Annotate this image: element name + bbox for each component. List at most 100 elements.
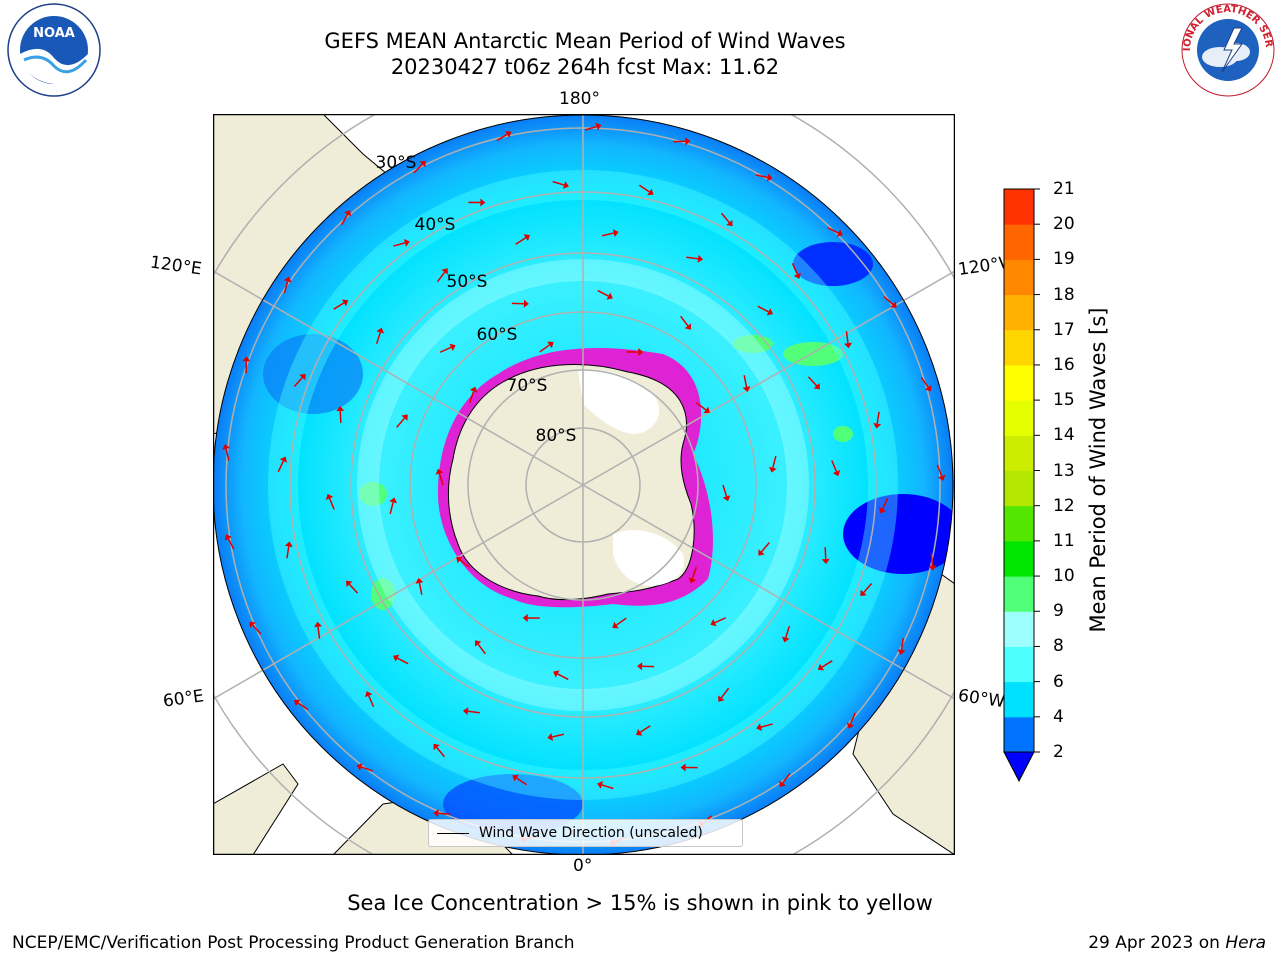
wave-direction-arrow xyxy=(930,553,934,566)
wave-direction-arrowhead xyxy=(924,384,932,392)
wave-direction-arrowhead xyxy=(937,474,946,481)
wave-direction-arrowhead xyxy=(813,382,820,390)
wave-direction-arrow xyxy=(496,133,508,142)
wave-direction-arrowhead xyxy=(766,308,773,316)
wave-direction-arrowhead xyxy=(365,691,373,698)
date-line: 29 Apr 2023 on Hera xyxy=(1088,933,1266,953)
wave-direction-arrowhead xyxy=(768,466,777,473)
colorbar-tick-label: 8 xyxy=(1053,636,1064,657)
wave-direction-arrowhead xyxy=(293,699,301,707)
legend-label: Wind Wave Direction (unscaled) xyxy=(479,825,703,841)
wave-direction-arrowhead xyxy=(832,470,841,477)
wave-direction-arrowhead xyxy=(779,780,786,788)
wave-direction-arrowhead xyxy=(878,507,887,514)
wave-direction-arrowhead xyxy=(344,209,352,217)
wave-direction-arrow xyxy=(638,184,650,193)
wave-direction-arrow xyxy=(760,723,773,728)
wave-direction-arrow xyxy=(348,583,359,594)
wave-direction-arrow xyxy=(418,582,423,595)
wave-direction-arrow xyxy=(720,687,730,699)
wave-direction-arrow xyxy=(515,237,527,245)
wave-direction-arrow xyxy=(516,777,528,786)
colorbar-segment xyxy=(1004,294,1034,331)
lat-label-80s: 80°S xyxy=(536,426,577,446)
wave-direction-arrowhead xyxy=(279,456,288,463)
wave-direction-arrowhead xyxy=(722,495,731,502)
wave-direction-arrowhead xyxy=(553,670,560,678)
colorbar-tick-label: 16 xyxy=(1053,354,1075,375)
colorbar-segment xyxy=(1004,611,1034,647)
wave-direction-arrowhead xyxy=(346,580,353,588)
wave-direction-arrow xyxy=(827,227,839,234)
wave-direction-arrowhead xyxy=(637,662,643,671)
wave-direction-arrowhead xyxy=(766,173,773,182)
wave-direction-arrowhead xyxy=(480,198,486,207)
wave-direction-arrow xyxy=(616,617,627,626)
graticule xyxy=(213,114,955,855)
wave-direction-arrowhead xyxy=(222,443,230,450)
wave-direction-arrowhead xyxy=(299,373,306,381)
colorbar-tick-label: 13 xyxy=(1053,460,1075,481)
sea-ice-footnote: Sea Ice Concentration > 15% is shown in … xyxy=(347,891,933,915)
wave-direction-arrowhead xyxy=(860,589,867,597)
wave-direction-arrowhead xyxy=(389,497,398,504)
wave-direction-arrow xyxy=(863,582,873,593)
wave-direction-arrowhead xyxy=(562,181,569,189)
wave-direction-arrowhead xyxy=(836,229,843,237)
wave-direction-arrow xyxy=(680,315,689,327)
wave-direction-arrowhead xyxy=(697,254,704,263)
wave-direction-arrow xyxy=(557,673,569,681)
colorbar-segment xyxy=(1004,364,1034,401)
date-text: 29 Apr 2023 on xyxy=(1088,933,1226,953)
wave-direction-arrow xyxy=(936,464,943,477)
wave-direction-arrow xyxy=(340,213,349,226)
colorbar-segment xyxy=(1004,224,1034,260)
wave-direction-arrow xyxy=(881,497,889,510)
wave-direction-arrowhead xyxy=(376,327,385,334)
wave-direction-arrow xyxy=(821,660,833,668)
wave-direction-arrowhead xyxy=(688,577,697,584)
wave-direction-arrowhead xyxy=(474,640,482,647)
wave-direction-arrow xyxy=(539,344,550,353)
wave-direction-arrow xyxy=(360,766,373,772)
wave-direction-arrowhead xyxy=(638,348,644,357)
wave-direction-arrow xyxy=(317,626,321,639)
wave-direction-arrowhead xyxy=(336,405,345,412)
colorbar-segment xyxy=(1004,681,1034,718)
wave-direction-arrowhead xyxy=(356,763,363,771)
wave-direction-arrowhead xyxy=(314,621,322,628)
polar-map: 30°S 40°S 50°S 60°S 70°S 80°S xyxy=(213,114,955,855)
colorbar-tick-label: 10 xyxy=(1053,566,1075,587)
wave-direction-arrowhead xyxy=(523,299,529,308)
lat-label-60s: 60°S xyxy=(477,325,518,345)
wave-direction-arrow xyxy=(328,498,335,510)
noaa-logo: NOAA xyxy=(7,3,101,97)
wave-direction-arrowhead xyxy=(325,493,334,500)
wave-direction-arrow xyxy=(601,784,614,790)
lat-label-50s: 50°S xyxy=(447,272,488,292)
wave-direction-arrowhead xyxy=(680,763,686,772)
colorbar-segment xyxy=(1004,470,1034,507)
wave-direction-arrowhead xyxy=(703,406,710,414)
wave-direction-arrowhead xyxy=(284,541,293,547)
wave-direction-arrow xyxy=(900,638,905,651)
wave-direction-arrow xyxy=(552,180,565,186)
wave-direction-arrowhead xyxy=(512,774,519,782)
colorbar-tick-label: 15 xyxy=(1053,390,1075,411)
wave-direction-arrowhead xyxy=(456,556,463,564)
wave-direction-arrow xyxy=(333,302,345,310)
wave-direction-arrow xyxy=(720,212,730,223)
wave-direction-arrowhead xyxy=(522,613,528,622)
wave-direction-arrowhead xyxy=(505,130,512,138)
colorbar xyxy=(1003,188,1040,783)
wave-direction-arrowhead xyxy=(462,707,469,716)
wave-direction-arrowhead xyxy=(401,414,408,421)
colorbar-tick-label: 4 xyxy=(1053,706,1064,727)
wave-direction-arrow xyxy=(743,375,748,388)
lon-label-0: 0° xyxy=(573,856,593,876)
legend-line-sample xyxy=(437,832,469,834)
wave-direction-arrow xyxy=(782,773,791,784)
wave-direction-arrowhead xyxy=(647,188,654,196)
wave-direction-arrow xyxy=(252,624,262,635)
machine-name: Hera xyxy=(1225,933,1266,953)
